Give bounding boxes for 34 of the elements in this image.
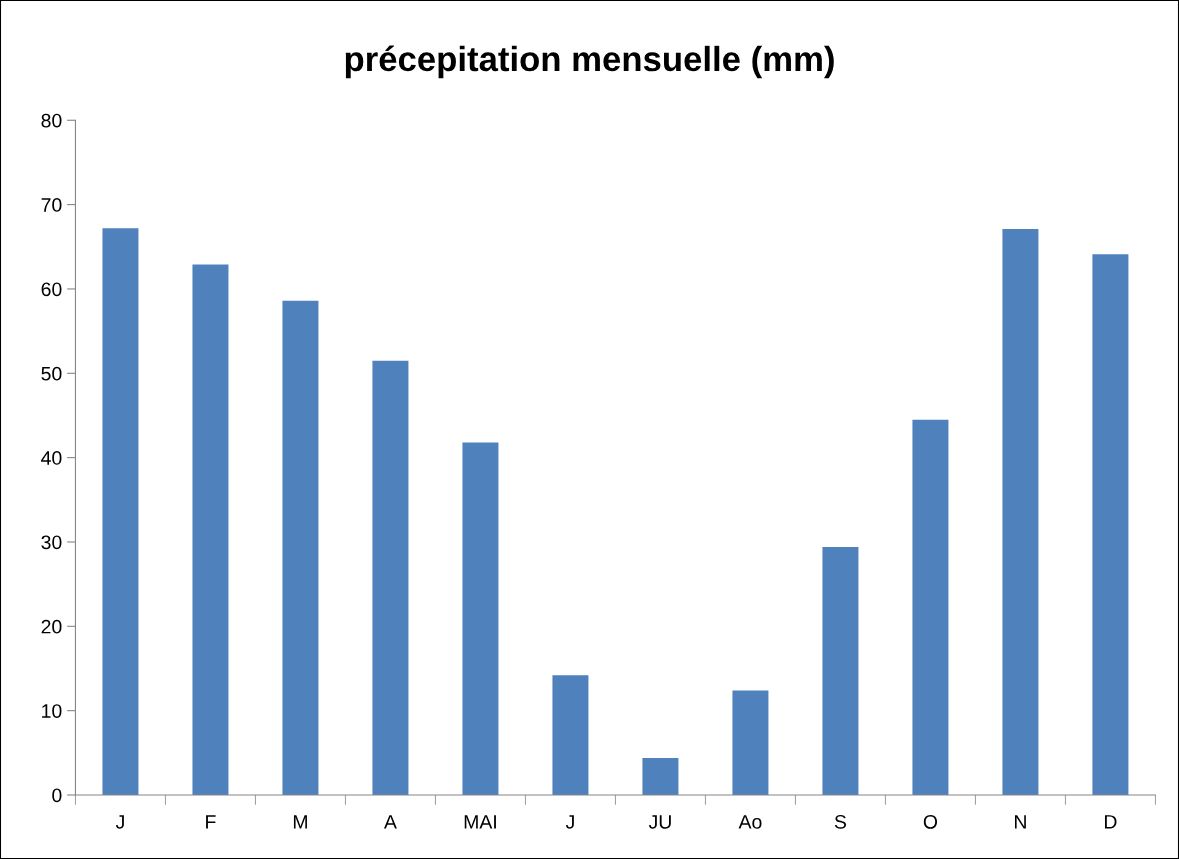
bar [912,419,949,795]
bar [282,300,319,795]
x-tick-label: Ao [738,815,762,829]
bar [552,675,589,795]
y-tick-label: 50 [41,366,62,381]
bar [372,360,409,795]
x-tick-label: M [293,815,307,829]
x-tick-label: JU [648,815,671,829]
x-tick-label: F [206,815,216,829]
y-tick-label: 40 [41,451,62,465]
bar [822,547,859,795]
y-tick-label: 80 [41,113,62,128]
x-tick-label: MAI [464,815,496,829]
bar [642,757,679,795]
y-tick-label: 0 [52,788,62,803]
y-tick-label: 30 [41,535,62,550]
bar [732,690,769,795]
bar [1002,229,1039,795]
y-tick-label: 60 [41,282,62,297]
x-tick-label: A [384,815,397,829]
x-tick-label: J [115,815,124,829]
bar [1092,254,1129,795]
chart-title: précepitation mensuelle (mm) [345,45,834,79]
y-tick-label: 10 [42,704,62,718]
bar [462,442,499,795]
x-tick-label: S [834,814,847,829]
x-tick-label: N [1015,815,1026,829]
bar [192,264,229,795]
bar [102,228,139,795]
x-tick-label: D [1105,815,1117,829]
x-tick-label: J [565,815,574,829]
x-tick-label: O [923,814,938,829]
y-tick-label: 20 [41,619,62,634]
y-tick-label: 70 [41,198,62,212]
